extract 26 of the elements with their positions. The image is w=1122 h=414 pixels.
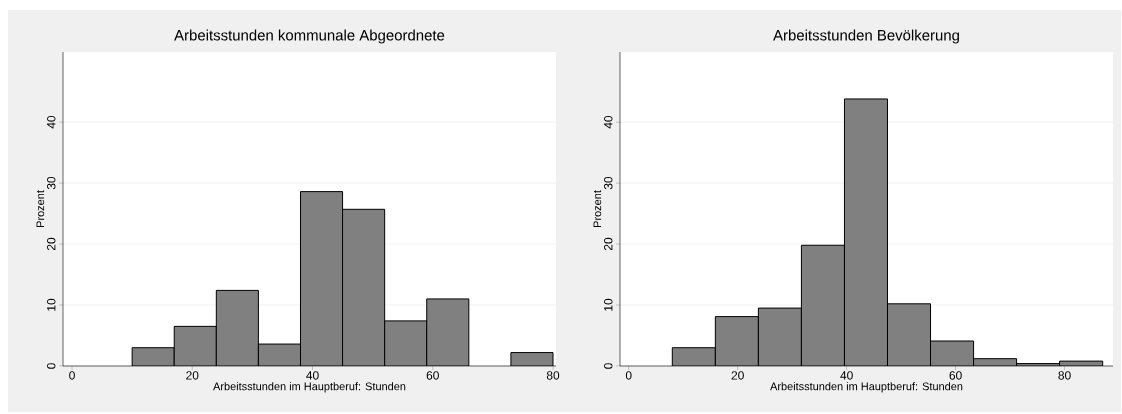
y-axis-title: Prozent xyxy=(36,190,45,227)
y-tick-label: 30 xyxy=(47,176,56,190)
x-axis-title: Arbeitsstunden im Hauptberuf: Stunden xyxy=(213,382,406,393)
chart-title: Arbeitsstunden Bevölkerung xyxy=(773,29,959,44)
x-tick-label: 20 xyxy=(731,371,744,380)
x-tick-label: 80 xyxy=(546,371,560,380)
y-tick-label: 30 xyxy=(604,176,613,190)
y-tick-label: 0 xyxy=(47,363,56,369)
y-tick-label: 20 xyxy=(604,237,613,251)
y-axis-title: Prozent xyxy=(593,190,602,227)
x-tick-label: 40 xyxy=(840,371,853,380)
x-tick-label: 0 xyxy=(625,371,632,380)
chart-title: Arbeitsstunden kommunale Abgeordnete xyxy=(174,29,445,44)
x-tick-label: 40 xyxy=(306,371,319,380)
x-tick-label: 80 xyxy=(1058,371,1071,380)
y-tick-label: 40 xyxy=(47,115,56,129)
x-tick-label: 0 xyxy=(69,371,75,380)
x-axis-title: Arbeitsstunden im Hauptberuf: Stunden xyxy=(770,382,963,393)
y-tick-label: 20 xyxy=(47,237,56,251)
y-tick-label: 40 xyxy=(604,115,613,129)
x-tick-label: 60 xyxy=(949,371,962,380)
y-tick-label: 10 xyxy=(47,298,56,311)
x-tick-label: 20 xyxy=(186,371,199,380)
y-tick-label: 0 xyxy=(604,363,613,369)
x-tick-label: 60 xyxy=(426,371,439,380)
y-tick-label: 10 xyxy=(604,298,613,311)
